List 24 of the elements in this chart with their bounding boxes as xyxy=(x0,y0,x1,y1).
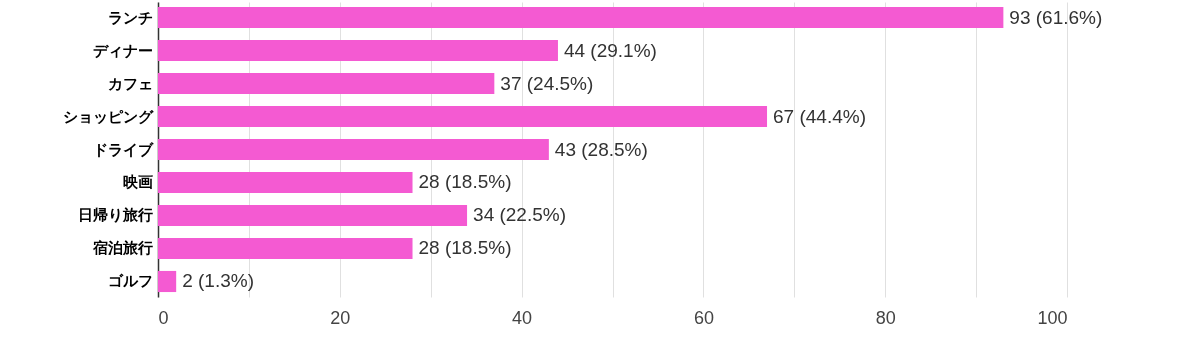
data-label: 44 (29.1%) xyxy=(563,39,657,61)
data-label: 28 (18.5%) xyxy=(418,171,512,193)
x-tick-label: 20 xyxy=(330,307,351,328)
data-label: 43 (28.5%) xyxy=(554,138,648,160)
data-label: 34 (22.5%) xyxy=(473,204,567,226)
y-tick-label: ディナー xyxy=(92,41,153,60)
y-tick-label: ドライブ xyxy=(92,140,154,159)
y-tick-label: ショッピング xyxy=(62,107,154,126)
x-tick-label: 60 xyxy=(693,307,714,328)
data-label: 37 (24.5%) xyxy=(500,72,594,94)
y-tick-label: ランチ xyxy=(107,8,153,27)
x-tick-label: 40 xyxy=(512,307,533,328)
x-tick-label: 0 xyxy=(158,307,169,328)
y-tick-label: ゴルフ xyxy=(107,272,153,291)
y-tick-label: 日帰り旅行 xyxy=(77,206,153,225)
data-label: 28 (18.5%) xyxy=(418,237,512,259)
x-tick-label: 100 xyxy=(1037,307,1068,328)
data-label: 93 (61.6%) xyxy=(1009,6,1103,28)
data-label: 2 (1.3%) xyxy=(182,270,254,292)
y-tick-label: 宿泊旅行 xyxy=(91,239,153,258)
y-tick-label: 映画 xyxy=(122,173,153,192)
x-tick-label: 80 xyxy=(875,307,896,328)
y-tick-label: カフェ xyxy=(107,74,153,93)
data-label: 67 (44.4%) xyxy=(773,105,866,127)
